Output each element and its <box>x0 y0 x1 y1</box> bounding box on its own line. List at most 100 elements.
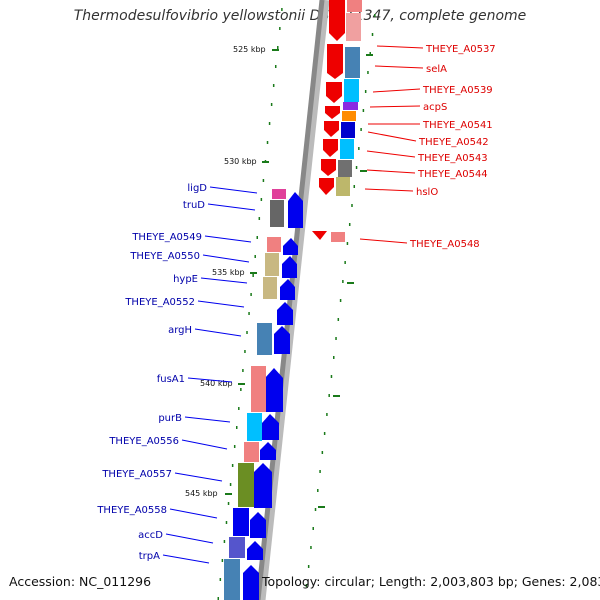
tick-dot <box>250 293 252 296</box>
gene-block <box>347 0 362 12</box>
gene-arrow <box>262 414 279 440</box>
gene-label: THEYE_A0541 <box>422 120 493 131</box>
gene-arrow <box>274 326 290 354</box>
gene-block <box>342 111 356 121</box>
tick-dot <box>367 71 369 74</box>
tick-dot <box>351 204 353 207</box>
tick-dot <box>335 337 337 340</box>
tick-dot <box>254 255 256 258</box>
leader-line <box>364 188 414 192</box>
gene-block <box>346 13 361 41</box>
gene-label: argH <box>168 325 192 336</box>
tick-dot <box>321 451 324 454</box>
tick-dot <box>233 445 236 448</box>
gene-arrow <box>250 512 266 538</box>
gene-block <box>229 537 245 558</box>
tick-dot <box>328 394 330 397</box>
tick-dot <box>272 84 275 87</box>
gene-block <box>265 253 279 276</box>
map-title: Thermodesulfovibrio yellowstonii DSM 113… <box>73 8 527 24</box>
scale-tick <box>238 383 245 385</box>
tick-dot <box>362 109 365 112</box>
gene-block <box>247 413 262 441</box>
tick-dot <box>305 584 308 587</box>
leader-lines <box>162 45 424 564</box>
tick-dot <box>312 527 314 530</box>
tick-dot <box>346 242 349 245</box>
tick-dot <box>235 426 238 429</box>
scale-tick <box>272 49 279 51</box>
leader-line <box>174 472 223 482</box>
leader-line <box>359 238 408 244</box>
leader-line <box>366 150 416 158</box>
gene-label: THEYE_A0544 <box>417 169 488 180</box>
scale-label: 535 kbp <box>212 268 245 277</box>
gene-arrow <box>323 139 338 157</box>
tick-dot <box>256 236 259 239</box>
tick-dot <box>364 90 367 93</box>
tick-dot <box>229 483 232 486</box>
gene-block <box>338 160 352 177</box>
tick-dot <box>330 375 333 378</box>
tick-dot <box>344 261 346 264</box>
leader-line <box>374 65 424 69</box>
tick-dot <box>270 103 273 106</box>
gene-label: ligD <box>187 183 207 194</box>
leader-line <box>207 203 256 211</box>
gene-arrow <box>282 256 297 278</box>
gene-label: accD <box>138 530 163 541</box>
leader-line <box>369 105 421 108</box>
tick-dot <box>246 331 248 334</box>
gene-label: acpS <box>423 102 447 113</box>
gene-label: THEYE_A0537 <box>425 44 496 55</box>
tick-dot <box>240 388 242 391</box>
leader-line <box>165 533 214 544</box>
leader-line <box>169 508 218 519</box>
tick-dot <box>337 318 340 321</box>
gene-block <box>238 463 254 507</box>
leader-line <box>202 254 250 263</box>
leader-line <box>181 439 228 450</box>
scale-tick <box>250 272 257 274</box>
tick-dot <box>369 52 371 55</box>
gene-block <box>224 559 240 600</box>
gene-block <box>251 366 266 412</box>
tick-dot <box>268 122 271 125</box>
gene-label: THEYE_A0557 <box>101 469 172 480</box>
leader-line <box>366 169 416 174</box>
gene-arrow <box>280 279 295 300</box>
gene-block <box>343 102 358 110</box>
scale-label: 540 kbp <box>200 379 233 388</box>
gene-labels: THEYE_A0537 selA THEYE_A0539 acpS THEYE_A054… <box>96 44 495 562</box>
tick-dot <box>374 14 376 17</box>
gene-block <box>263 277 277 299</box>
gene-block <box>272 189 286 199</box>
leader-line <box>372 88 421 93</box>
reverse-strand-arrows <box>312 0 345 240</box>
gene-block <box>344 79 359 102</box>
gene-arrow <box>247 541 263 560</box>
scale-tick <box>318 506 325 508</box>
gene-arrow <box>265 368 283 412</box>
tick-dot <box>355 166 358 169</box>
tick-dot <box>242 369 244 372</box>
gene-label: hypE <box>173 274 198 285</box>
tick-dot <box>266 141 269 144</box>
leader-line <box>376 45 424 49</box>
forward-gene-blocks <box>224 189 286 600</box>
tick-dot <box>225 521 228 524</box>
gene-block <box>341 122 355 138</box>
tick-dot <box>274 65 277 68</box>
gene-arrow <box>283 238 298 255</box>
tick-dot <box>244 350 246 353</box>
gene-arrow <box>254 463 272 508</box>
tick-dot <box>314 508 317 511</box>
gene-arrow <box>326 82 342 103</box>
gene-label: THEYE_A0543 <box>417 153 488 164</box>
tick-dot <box>323 432 326 435</box>
tick-dot <box>252 274 254 277</box>
leader-line <box>194 328 242 337</box>
scale-ticks: 525 kbp 530 kbp 535 kbp 540 kbp 545 kbp <box>185 45 373 508</box>
scale-label: 545 kbp <box>185 489 218 498</box>
